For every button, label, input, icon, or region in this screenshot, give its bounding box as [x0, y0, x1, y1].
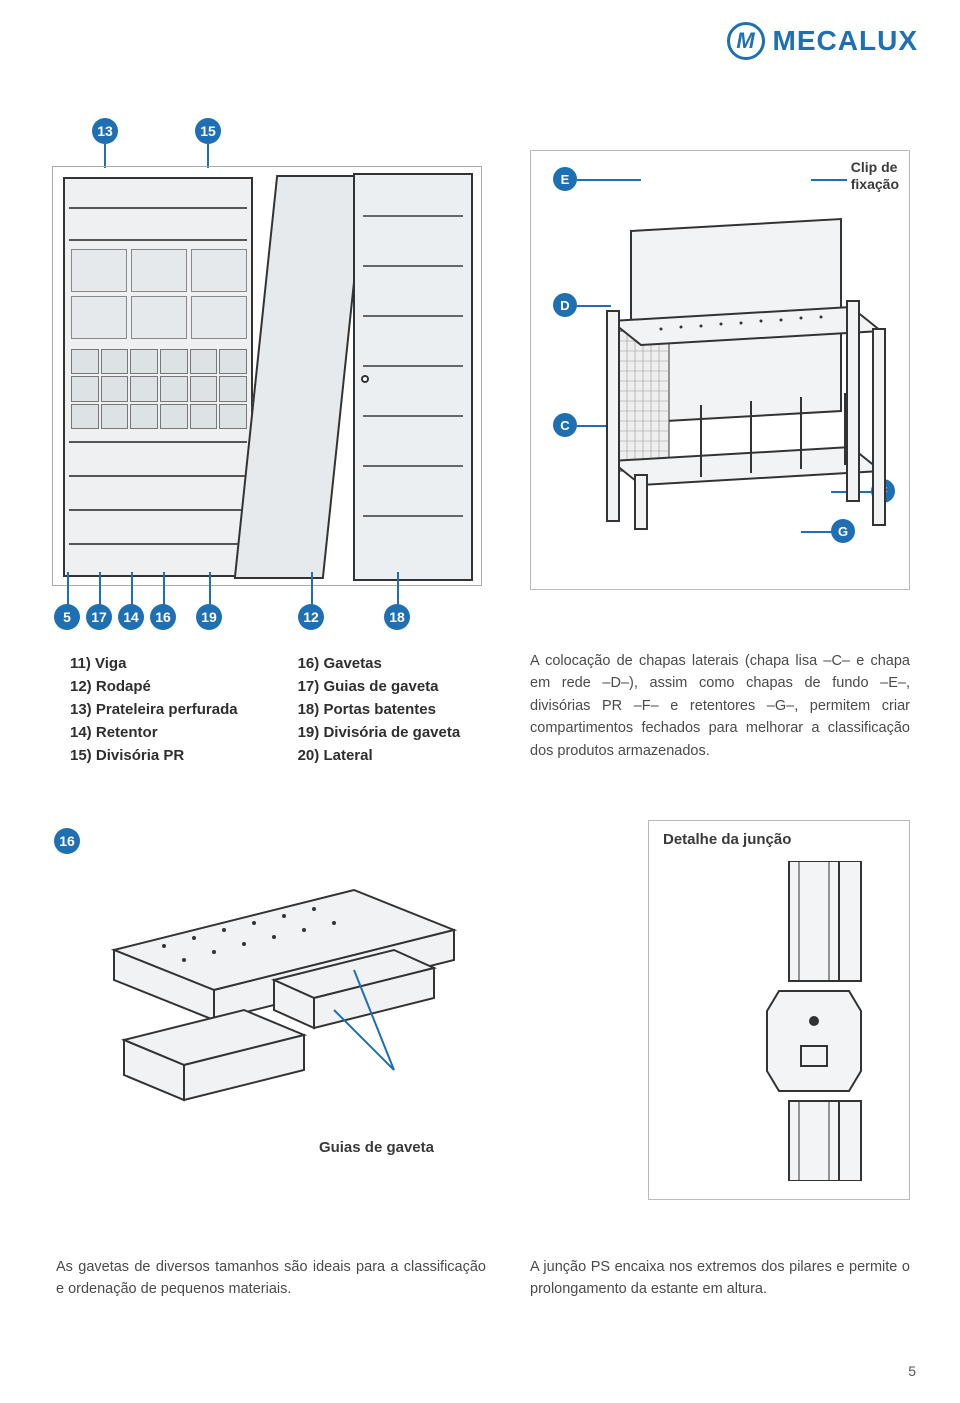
bubble-row-5: 5: [54, 604, 80, 630]
door-handle-icon: [361, 375, 369, 383]
leader-16: [163, 572, 165, 606]
list-item: 19) Divisória de gaveta: [298, 721, 461, 744]
figure-cabinet: [52, 166, 482, 586]
junction-svg: [739, 861, 879, 1181]
leader-19: [209, 572, 211, 606]
brand-name: MECALUX: [773, 25, 918, 57]
list-item: 13) Prateleira perfurada: [70, 698, 238, 721]
list-item-label: Viga: [95, 655, 126, 672]
list-item-num: 14): [70, 724, 96, 741]
leader-13: [104, 144, 106, 168]
list-item-num: 13): [70, 701, 96, 718]
page-number: 5: [908, 1363, 916, 1379]
cabinet-body: [63, 177, 253, 577]
list-item: 17) Guias de gaveta: [298, 675, 461, 698]
list-item-label: Divisória de gaveta: [323, 724, 460, 741]
drawer-grid: [71, 349, 247, 429]
list-item-num: 12): [70, 678, 96, 695]
list-col1: 11) Viga12) Rodapé13) Prateleira perfura…: [70, 652, 238, 767]
drawer-label: Guias de gaveta: [319, 1139, 434, 1156]
list-col2: 16) Gavetas17) Guias de gaveta18) Portas…: [298, 652, 461, 767]
list-item-label: Retentor: [96, 724, 158, 741]
figure-drawer: 16 Guias de gaveta: [54, 820, 514, 1160]
callout-15: 15: [195, 118, 221, 144]
bubble-15: 15: [195, 118, 221, 144]
leader-18: [397, 572, 399, 606]
list-item-num: 17): [298, 678, 324, 695]
list-item-num: 20): [298, 747, 324, 764]
door-left: [234, 175, 366, 579]
list-item-label: Prateleira perfurada: [96, 701, 238, 718]
leader-17: [99, 572, 101, 606]
bubble-row-14: 14: [118, 604, 144, 630]
door-right: [353, 173, 473, 581]
bubble-row-19: 19: [196, 604, 222, 630]
rack-svg: [591, 211, 891, 541]
callout-row: 5171416 19 12 18: [54, 604, 454, 630]
list-item-num: 16): [298, 655, 324, 672]
list-item: 12) Rodapé: [70, 675, 238, 698]
leader-12: [311, 572, 313, 606]
paragraph-main: A colocação de chapas laterais (chapa li…: [530, 650, 910, 762]
list-item: 16) Gavetas: [298, 652, 461, 675]
component-lists: 11) Viga12) Rodapé13) Prateleira perfura…: [70, 652, 460, 767]
list-item-label: Portas batentes: [323, 701, 436, 718]
logo-icon: M: [727, 22, 765, 60]
leader-5: [67, 572, 69, 606]
bottom-paragraph-left: As gavetas de diversos tamanhos são idea…: [56, 1256, 486, 1301]
list-item: 15) Divisória PR: [70, 744, 238, 767]
list-item: 20) Lateral: [298, 744, 461, 767]
bin-grid: [71, 249, 247, 339]
list-item-label: Lateral: [323, 747, 372, 764]
bubble-row-12: 12: [298, 604, 324, 630]
clip-label-line1: Clip de: [851, 159, 898, 175]
bottom-paragraph-right: A junção PS encaixa nos extremos dos pil…: [530, 1256, 910, 1301]
leader-15: [207, 144, 209, 168]
bubble-row-17: 17: [86, 604, 112, 630]
list-item-num: 19): [298, 724, 324, 741]
list-item-num: 15): [70, 747, 96, 764]
list-item: 18) Portas batentes: [298, 698, 461, 721]
bubble-13: 13: [92, 118, 118, 144]
leader-E: [577, 179, 641, 181]
list-item-label: Guias de gaveta: [323, 678, 438, 695]
list-item-label: Rodapé: [96, 678, 151, 695]
bubble-D: D: [553, 293, 577, 317]
leader-14: [131, 572, 133, 606]
bubble-row-16: 16: [150, 604, 176, 630]
figure-rack: Clip de fixação E D C F G: [530, 150, 910, 590]
list-item-num: 18): [298, 701, 324, 718]
bubble-C: C: [553, 413, 577, 437]
brand-header: M MECALUX: [727, 22, 918, 60]
bubble-row-18: 18: [384, 604, 410, 630]
bubble-E: E: [553, 167, 577, 191]
callout-13: 13: [92, 118, 118, 144]
junction-title: Detalhe da junção: [663, 831, 791, 848]
list-item: 11) Viga: [70, 652, 238, 675]
list-item-label: Divisória PR: [96, 747, 184, 764]
figure-junction: Detalhe da junção: [648, 820, 910, 1200]
list-item-label: Gavetas: [323, 655, 381, 672]
bubble-16-drawer: 16: [54, 828, 80, 854]
list-item: 14) Retentor: [70, 721, 238, 744]
logo-letter: M: [736, 28, 754, 54]
clip-label: Clip de fixação: [851, 159, 899, 193]
list-item-num: 11): [70, 655, 95, 672]
drawer-svg: [94, 860, 474, 1120]
clip-label-line2: fixação: [851, 176, 899, 192]
leader-clip: [811, 179, 847, 181]
